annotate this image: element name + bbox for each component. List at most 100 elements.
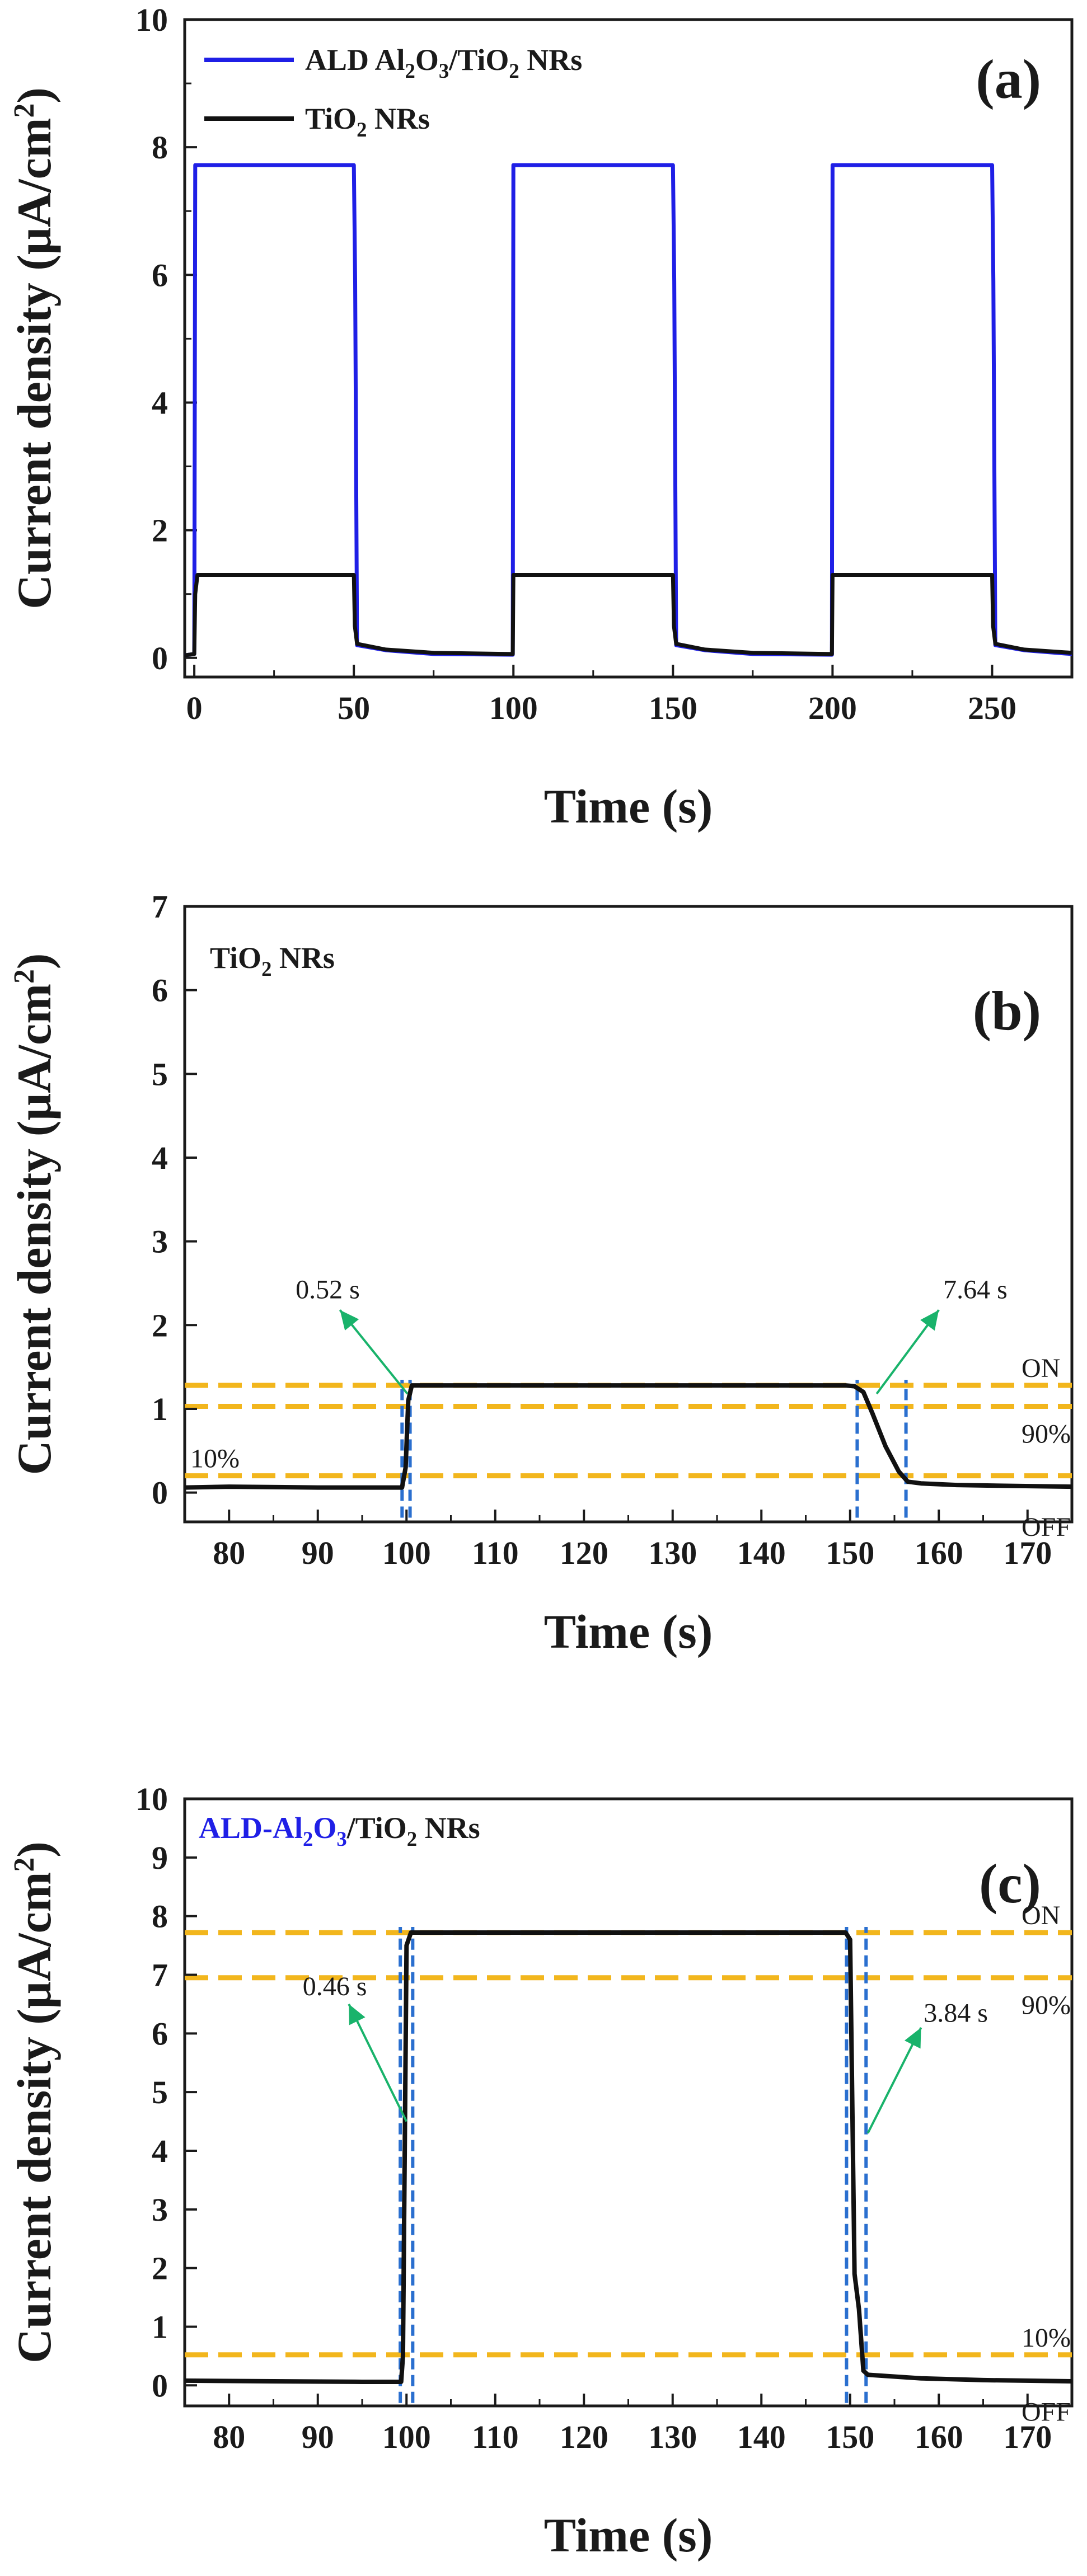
y-tick-label: 7: [152, 889, 168, 925]
y-axis-label: Current density (μA/cm2): [7, 87, 61, 609]
text-span: /TiO: [346, 1811, 407, 1845]
x-tick-label: 110: [472, 1535, 519, 1571]
y-tick-label: 6: [152, 257, 168, 293]
y-axis-label: Current density (μA/cm2): [7, 1841, 61, 2363]
y-label-close: ): [7, 87, 61, 104]
x-tick-label: 160: [915, 1535, 963, 1571]
text-span: NRs: [519, 43, 583, 77]
text-span: 2: [407, 1827, 417, 1850]
series-line-black: [184, 1383, 1072, 1490]
x-tick-label: 140: [737, 1535, 786, 1571]
threshold-label: OFF: [1022, 2397, 1071, 2427]
y-axis-label: Current density (μA/cm2): [7, 953, 61, 1475]
y-tick-label: 4: [152, 2133, 168, 2169]
text-span: O: [313, 1811, 336, 1845]
text-span: TiO: [305, 102, 357, 135]
x-tick-label: 110: [472, 2419, 519, 2455]
x-tick-label: 130: [648, 2419, 697, 2455]
series-line-black: [184, 1930, 1072, 2384]
x-tick-label: 120: [560, 2419, 608, 2455]
text-span: 2: [509, 59, 519, 82]
y-label-close: ): [7, 1841, 61, 1858]
x-axis-label: Time (s): [544, 779, 713, 833]
x-tick-label: 80: [213, 1535, 245, 1571]
series-line-blue: [184, 163, 1072, 657]
legend-label: ALD Al2O3/TiO2 NRs: [305, 43, 582, 82]
panel-label: (b): [973, 980, 1041, 1042]
threshold-label: 10%: [190, 1444, 240, 1474]
series-line-black: [184, 573, 1072, 657]
annotation-label: 3.84 s: [924, 1998, 988, 2028]
x-axis-label: Time (s): [544, 1605, 713, 1658]
panel-label: (a): [976, 48, 1041, 110]
y-label-main: Current density (μA/cm: [7, 984, 61, 1475]
text-span: 2: [303, 1827, 313, 1850]
y-label-sup: 2: [8, 1858, 40, 1872]
y-tick-label: 0: [152, 1475, 168, 1511]
y-tick-label: 8: [152, 129, 168, 166]
annotation-arrowhead: [904, 2027, 921, 2049]
x-tick-label: 140: [737, 2419, 786, 2455]
x-tick-label: 170: [1003, 2419, 1052, 2455]
text-span: O: [415, 43, 439, 77]
y-tick-label: 5: [152, 2074, 168, 2110]
x-tick-label: 100: [382, 1535, 431, 1571]
y-label-main: Current density (μA/cm: [7, 1872, 61, 2363]
x-tick-label: 200: [808, 690, 857, 726]
inset-title: TiO2 NRs: [210, 941, 335, 980]
x-tick-label: 90: [302, 1535, 334, 1571]
y-tick-label: 0: [152, 640, 168, 676]
text-span: 3: [336, 1827, 346, 1850]
x-tick-label: 250: [968, 690, 1016, 726]
text-span: 2: [357, 118, 367, 141]
annotation-arrowhead: [920, 1310, 939, 1331]
y-tick-label: 8: [152, 1898, 168, 1935]
y-tick-label: 7: [152, 1957, 168, 1993]
x-tick-label: 50: [338, 690, 370, 726]
annotation-arrowhead: [340, 1310, 359, 1331]
x-tick-label: 120: [560, 1535, 608, 1571]
y-label-close: ): [7, 953, 61, 970]
y-tick-label: 1: [152, 1391, 168, 1427]
y-tick-label: 4: [152, 1140, 168, 1176]
text-span: NRs: [367, 102, 430, 135]
y-tick-label: 3: [152, 2192, 168, 2228]
y-tick-label: 6: [152, 972, 168, 1009]
threshold-label: 90%: [1022, 1991, 1071, 2020]
threshold-label: ON: [1022, 1353, 1060, 1383]
x-tick-label: 160: [915, 2419, 963, 2455]
x-axis-label: Time (s): [544, 2508, 713, 2562]
x-tick-label: 150: [826, 2419, 874, 2455]
text-span: ALD Al: [305, 43, 405, 77]
x-tick-label: 130: [648, 1535, 697, 1571]
x-tick-label: 150: [649, 690, 697, 726]
y-tick-label: 9: [152, 1840, 168, 1876]
annotation-arrow: [866, 2027, 922, 2134]
plot-frame: [183, 18, 1074, 679]
x-tick-label: 80: [213, 2419, 245, 2455]
annotation-arrowhead: [349, 2004, 366, 2025]
x-tick-label: 100: [489, 690, 538, 726]
annotation-label: 0.46 s: [303, 1972, 367, 2001]
text-span: 2: [261, 957, 271, 980]
threshold-label: 10%: [1022, 2323, 1071, 2353]
y-tick-label: 4: [152, 384, 168, 421]
text-span: ALD-Al: [199, 1811, 303, 1845]
threshold-label: OFF: [1022, 1512, 1071, 1542]
y-tick-label: 10: [135, 1781, 168, 1817]
text-span: NRs: [417, 1811, 480, 1845]
y-tick-label: 6: [152, 2015, 168, 2052]
annotation-label: 7.64 s: [943, 1275, 1008, 1304]
text-span: 2: [405, 59, 415, 82]
y-tick-label: 2: [152, 1307, 168, 1343]
y-tick-label: 1: [152, 2309, 168, 2345]
legend-label: TiO2 NRs: [305, 102, 430, 141]
chart-panel-a: 0 50 100 150 200 250 0 2 4 6 8 10 (a) ALD Al2O3/TiO2 …: [7, 2, 1074, 833]
text-span: 3: [439, 59, 449, 82]
annotation-label: 0.52 s: [296, 1275, 360, 1304]
y-tick-label: 10: [135, 2, 168, 38]
